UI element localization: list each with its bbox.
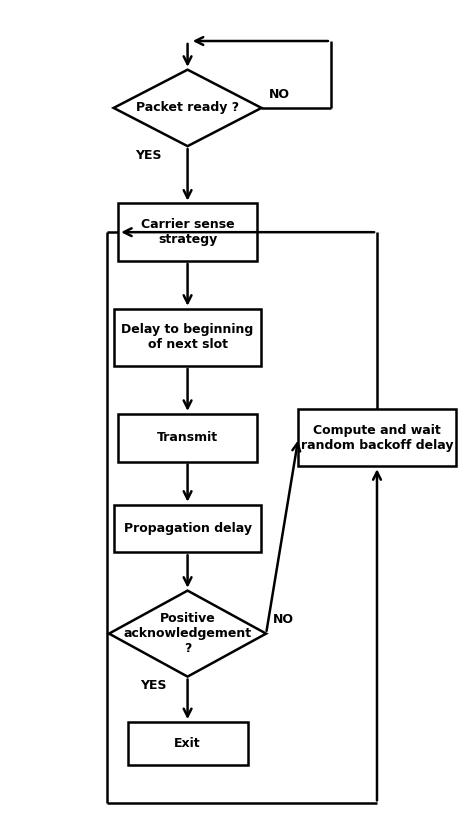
- Text: Packet ready ?: Packet ready ?: [136, 101, 239, 115]
- Polygon shape: [114, 70, 262, 146]
- Bar: [114, 505, 262, 552]
- Text: Propagation delay: Propagation delay: [124, 522, 252, 535]
- Bar: [118, 204, 257, 261]
- Text: Positive
acknowledgement
?: Positive acknowledgement ?: [124, 612, 252, 655]
- Bar: [128, 722, 247, 765]
- Text: Exit: Exit: [174, 737, 201, 750]
- Text: YES: YES: [135, 149, 162, 161]
- Bar: [114, 308, 262, 366]
- Bar: [299, 409, 456, 466]
- Text: Transmit: Transmit: [157, 431, 218, 444]
- Bar: [118, 414, 257, 461]
- Text: YES: YES: [140, 679, 166, 692]
- Polygon shape: [109, 591, 266, 676]
- Text: Delay to beginning
of next slot: Delay to beginning of next slot: [121, 323, 254, 351]
- Text: NO: NO: [273, 614, 294, 627]
- Text: Carrier sense
strategy: Carrier sense strategy: [141, 218, 234, 246]
- Text: Compute and wait
random backoff delay: Compute and wait random backoff delay: [301, 424, 453, 452]
- Text: NO: NO: [268, 88, 290, 101]
